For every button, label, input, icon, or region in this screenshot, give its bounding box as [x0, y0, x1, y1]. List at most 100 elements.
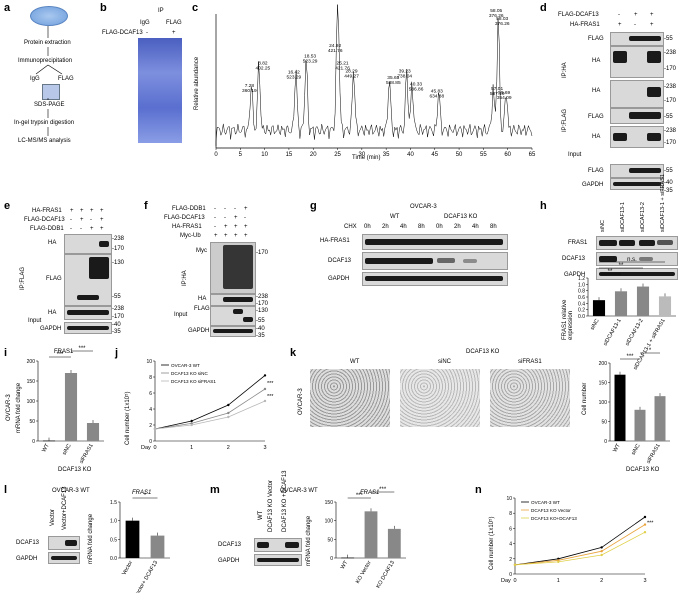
- mark: -: [234, 206, 236, 212]
- x-tick-label: 3: [263, 445, 266, 451]
- mark: +: [172, 30, 176, 36]
- y-tick-label: 0.8: [578, 289, 585, 295]
- time-label: 2h: [382, 224, 389, 230]
- mark: -: [214, 206, 216, 212]
- blot: [64, 234, 112, 254]
- mw-marker: -55: [664, 36, 673, 42]
- x-tick-label: 50: [456, 152, 463, 158]
- bar: [654, 396, 666, 441]
- data-point: [153, 427, 157, 431]
- blot: [610, 164, 664, 178]
- step-protein-extraction: Protein extraction: [24, 40, 71, 46]
- blot-label: HA: [592, 134, 601, 140]
- gene-label: FRAS1: [360, 490, 380, 496]
- panel-label: a: [4, 2, 11, 14]
- peak-mz: 588.85: [386, 80, 401, 86]
- series-line: [154, 388, 266, 430]
- blot-label: GAPDH: [582, 182, 604, 188]
- bar-chart: 0 50 100 150 WT KO Vector KO DCAF13 *** ***: [325, 487, 406, 589]
- coomassie-gel: [138, 38, 182, 143]
- bar: [614, 291, 628, 316]
- data-point: [263, 387, 267, 391]
- series-line: [154, 400, 266, 430]
- mw-marker: -170: [664, 140, 677, 146]
- y-tick-label: 0: [509, 572, 512, 578]
- y-tick-label: 150: [27, 379, 36, 385]
- blot: [596, 268, 678, 280]
- y-tick-label: 200: [27, 359, 36, 365]
- peak-mz: 587.19: [490, 91, 505, 97]
- blot: [610, 178, 664, 190]
- mark: -: [214, 215, 216, 221]
- peak-time: 59.69: [498, 90, 510, 96]
- sig-label: **: [608, 269, 613, 275]
- mark: +: [70, 208, 74, 214]
- x-tick-label: 25: [334, 152, 341, 158]
- panel-label: n: [475, 484, 482, 496]
- peak-time: 45.83: [431, 88, 443, 94]
- y-tick-label: 6: [149, 391, 152, 397]
- bar-chart: 0 50 100 150 200 WT siNC siFRAS1 *** ***: [27, 346, 104, 465]
- peak-time: 16.42: [288, 70, 300, 76]
- panel-b: b IP IgG FLAG FLAG-DCAF13 - +: [100, 0, 190, 145]
- peak-mz: 402.25: [256, 65, 271, 71]
- data-point: [513, 563, 517, 567]
- blot-label: FLAG: [588, 36, 604, 42]
- x-axis-label: Time (min): [352, 155, 381, 161]
- peak-mz: 421.76: [328, 48, 343, 54]
- bar: [125, 520, 140, 558]
- panel-label: f: [144, 200, 148, 212]
- mw-marker: -55: [664, 168, 673, 174]
- blot-label: GAPDH: [564, 272, 586, 278]
- mw-marker: -170: [664, 66, 677, 72]
- blot-label: DCAF13: [562, 256, 586, 262]
- panel-n: n Cell number (1x10⁵) 0 2 4 6 8 10 0 1 2 3 Day OVCA…: [475, 482, 685, 593]
- time-label: 0h: [436, 224, 443, 230]
- sig-label: ***: [626, 354, 634, 360]
- x-tick-label: 15: [286, 152, 293, 158]
- bar: [364, 511, 378, 558]
- blot: [210, 326, 256, 337]
- mark: +: [214, 233, 218, 239]
- y-tick-label: 6: [509, 526, 512, 532]
- legend-entry: DCAF13 KO+DCAF13: [531, 516, 577, 521]
- x-tick-label: siFRAS1: [646, 443, 662, 465]
- y-tick-label: 1.2: [578, 276, 585, 282]
- blot-label: HA-FRAS1: [320, 238, 350, 244]
- legend-entry: DCAF13 KO Vector: [531, 508, 571, 513]
- group-label: DCAF13 KO: [626, 467, 660, 473]
- peak-mz: 738.04: [397, 73, 412, 79]
- blot-label: HA: [48, 240, 57, 246]
- time-label: 0h: [364, 224, 371, 230]
- bar: [636, 286, 650, 316]
- blot: [596, 236, 678, 250]
- mw-marker: -130: [112, 260, 125, 266]
- x-tick-label: 2: [600, 578, 603, 584]
- x-tick-label: 1: [190, 445, 193, 451]
- sig-label: ***: [78, 346, 86, 352]
- blot-label: HA: [198, 296, 207, 302]
- blot: [610, 32, 664, 46]
- mark: -: [70, 217, 72, 223]
- blot: [210, 294, 256, 306]
- panel-label: k: [290, 347, 297, 359]
- data-point: [263, 399, 267, 403]
- mark: +: [224, 224, 228, 230]
- data-point: [227, 411, 230, 415]
- x-tick-label: Vector+ DCAF13: [133, 560, 159, 593]
- blot-label: FLAG: [194, 306, 210, 312]
- mw-marker: -35: [256, 333, 265, 339]
- y-tick-label: 4: [509, 542, 512, 548]
- step-immunoprecipitation: Immunoprecipitation: [18, 58, 73, 64]
- mark: -: [224, 206, 226, 212]
- mark: +: [80, 208, 84, 214]
- peak-time: 39.23: [399, 68, 411, 74]
- sig-label: ***: [647, 521, 654, 527]
- series-line: [514, 516, 646, 566]
- time-label: 4h: [400, 224, 407, 230]
- panel-label: d: [540, 2, 547, 14]
- image-label: siFRAS1: [518, 359, 542, 365]
- blot-label: GAPDH: [328, 276, 350, 282]
- panel-label: c: [192, 2, 199, 14]
- y-tick-label: 50: [327, 537, 333, 543]
